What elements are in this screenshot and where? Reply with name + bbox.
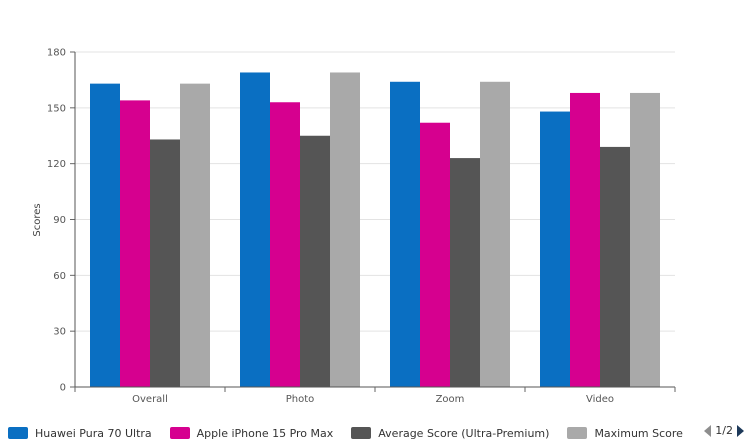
legend-label: Maximum Score <box>594 426 683 440</box>
legend-swatch <box>169 427 190 439</box>
legend-page-label: 1/2 <box>715 424 733 437</box>
legend: Huawei Pura 70 Ultra Apple iPhone 15 Pro… <box>8 424 750 442</box>
y-tick-label: 0 <box>60 383 66 394</box>
y-tick-label: 150 <box>47 103 66 114</box>
legend-swatch <box>567 427 588 439</box>
legend-item-huawei[interactable]: Huawei Pura 70 Ultra <box>8 427 152 440</box>
x-tick-label: Photo <box>286 394 315 405</box>
prev-page-arrow-icon[interactable] <box>704 424 712 437</box>
legend-item-iphone[interactable]: Apple iPhone 15 Pro Max <box>169 426 334 440</box>
bar-zoom-series-0[interactable] <box>390 81 420 388</box>
bar-video-series-0[interactable] <box>540 111 570 388</box>
bar-photo-series-3[interactable] <box>330 72 360 387</box>
y-tick-label: 30 <box>53 327 66 338</box>
bar-overall-series-2[interactable] <box>150 139 180 387</box>
bar-photo-series-2[interactable] <box>300 135 330 387</box>
x-tick-label: Overall <box>132 394 168 405</box>
y-tick-label: 180 <box>47 48 66 59</box>
y-axis-label: Scores <box>32 203 43 236</box>
bar-overall-series-0[interactable] <box>90 83 120 387</box>
x-tick-label: Video <box>586 394 614 405</box>
legend-label: Apple iPhone 15 Pro Max <box>196 426 334 440</box>
legend-swatch <box>351 427 372 439</box>
bar-overall-series-1[interactable] <box>120 100 150 387</box>
bar-video-series-3[interactable] <box>630 92 660 387</box>
bar-zoom-series-2[interactable] <box>450 158 480 387</box>
legend-pagination: 1/2 <box>704 424 744 437</box>
bar-photo-series-0[interactable] <box>240 72 270 387</box>
legend-item-average[interactable]: Average Score (Ultra-Premium) <box>351 427 549 440</box>
y-tick-label: 60 <box>53 271 66 282</box>
legend-label: Huawei Pura 70 Ultra <box>35 426 152 440</box>
bar-chart: 0 30 60 90 120 150 180 Overall Photo Zoom Video Sc… <box>32 48 676 405</box>
next-page-arrow-icon[interactable] <box>737 424 744 437</box>
legend-item-maximum[interactable]: Maximum Score <box>567 427 683 440</box>
bar-video-series-1[interactable] <box>570 92 600 387</box>
bar-photo-series-1[interactable] <box>270 102 300 387</box>
y-tick-label: 90 <box>53 215 66 226</box>
bar-video-series-2[interactable] <box>600 146 630 387</box>
legend-swatch <box>8 427 28 439</box>
bars <box>90 72 660 388</box>
bar-overall-series-3[interactable] <box>180 83 210 387</box>
bar-zoom-series-3[interactable] <box>480 81 510 388</box>
legend-label: Average Score (Ultra-Premium) <box>378 426 550 440</box>
y-tick-label: 120 <box>47 159 66 170</box>
x-tick-label: Zoom <box>436 394 465 405</box>
axes: 0 30 60 90 120 150 180 Overall Photo Zoom Video <box>47 48 676 405</box>
bar-zoom-series-1[interactable] <box>420 122 450 387</box>
